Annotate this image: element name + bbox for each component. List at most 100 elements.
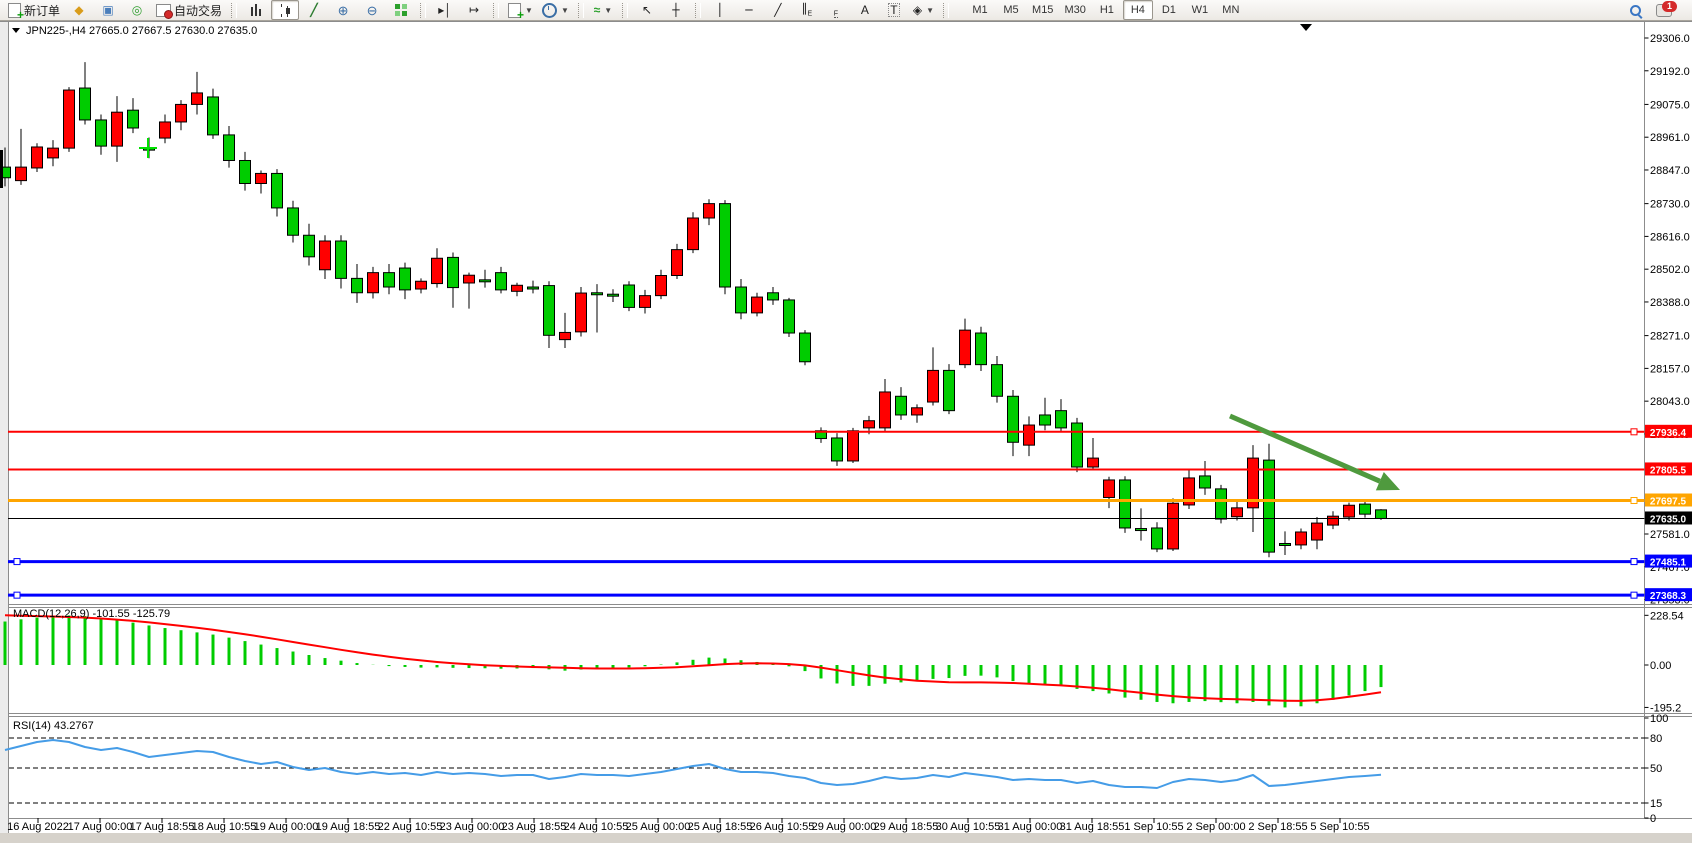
profiles-button[interactable]: ▼ bbox=[538, 0, 573, 20]
price-label-box bbox=[1645, 462, 1692, 476]
timeframe-h1-button[interactable]: H1 bbox=[1099, 4, 1114, 16]
line-handle[interactable] bbox=[13, 591, 21, 599]
bar-chart-button[interactable] bbox=[242, 0, 270, 20]
toolbar-grip[interactable] bbox=[577, 2, 584, 18]
price-label-text: 27805.5 bbox=[1650, 465, 1687, 476]
candle-body bbox=[1039, 414, 1051, 426]
line-chart-icon: ╱ bbox=[310, 3, 318, 17]
cursor-button[interactable]: ↖ bbox=[633, 0, 661, 20]
line-handle[interactable] bbox=[1630, 497, 1638, 505]
new-chart-button[interactable]: ▼ bbox=[504, 0, 537, 22]
candle-body bbox=[799, 332, 811, 363]
time-tick-label: 31 Aug 00:00 bbox=[998, 821, 1063, 833]
search-icon bbox=[1629, 4, 1641, 16]
price-tick-label: 28502.0 bbox=[1650, 264, 1690, 276]
bar-chart-icon bbox=[250, 4, 263, 16]
price-label-text: 27368.3 bbox=[1650, 591, 1687, 602]
candle-body bbox=[0, 166, 11, 179]
toolbar-grip[interactable] bbox=[621, 2, 628, 18]
market-watch-icon: ◆ bbox=[74, 3, 84, 17]
candle-body bbox=[383, 272, 395, 288]
candle-body bbox=[79, 87, 91, 121]
text-label-icon: T bbox=[888, 3, 900, 17]
chart-shift-marker-icon[interactable] bbox=[1300, 24, 1312, 31]
macd-label: MACD(12,26,9) -101.55 -125.79 bbox=[13, 608, 170, 620]
candle-body bbox=[399, 267, 411, 291]
auto-scroll-button[interactable]: ▸│ bbox=[431, 0, 459, 20]
candle-body bbox=[927, 369, 939, 403]
navigator-icon: ◎ bbox=[131, 3, 143, 17]
tile-windows-button[interactable] bbox=[387, 0, 415, 20]
timeframe-m5-button[interactable]: M5 bbox=[1003, 4, 1019, 16]
candle-body bbox=[239, 159, 251, 184]
price-tick-label: 28043.0 bbox=[1650, 396, 1690, 408]
time-tick-label: 30 Aug 10:55 bbox=[936, 821, 1001, 833]
bottom-strip bbox=[0, 833, 1692, 843]
candle-body bbox=[1151, 527, 1163, 550]
timeframe-d1-button[interactable]: D1 bbox=[1161, 4, 1176, 16]
trend-arrow[interactable] bbox=[1229, 413, 1381, 484]
candle-body bbox=[335, 240, 347, 279]
trendline-button[interactable]: ╱ bbox=[764, 0, 792, 20]
horizontal-line-button[interactable]: ─ bbox=[735, 0, 763, 20]
time-tick-label: 19 Aug 18:55 bbox=[316, 821, 381, 833]
price-label-box bbox=[1645, 424, 1692, 438]
toolbar-grip[interactable] bbox=[943, 2, 950, 18]
line-handle[interactable] bbox=[1630, 591, 1638, 599]
text-button[interactable]: A bbox=[851, 0, 879, 20]
line-handle[interactable] bbox=[1630, 558, 1638, 566]
price-tick-label: 29192.0 bbox=[1650, 66, 1690, 78]
navigator-button[interactable]: ◎ bbox=[123, 0, 151, 20]
zoom-out-button[interactable]: ⊖ bbox=[358, 0, 386, 20]
vertical-line-icon: │ bbox=[716, 3, 724, 17]
equidistant-channel-icon: ∥E bbox=[801, 1, 813, 18]
timeframe-h4-button[interactable]: H4 bbox=[1122, 0, 1153, 20]
fibonacci-button[interactable]: F bbox=[822, 0, 850, 20]
price-tick-label: 28271.0 bbox=[1650, 331, 1690, 343]
new-order-button[interactable]: 新订单 bbox=[4, 0, 64, 22]
toolbar-grip[interactable] bbox=[493, 2, 500, 18]
equidistant-channel-button[interactable]: ∥E bbox=[793, 0, 821, 20]
candle-body bbox=[815, 430, 827, 440]
candle-body bbox=[271, 172, 283, 209]
trend-arrow-head[interactable] bbox=[1375, 472, 1400, 491]
arrows-button[interactable]: ◈ ▼ bbox=[909, 0, 938, 20]
candle-body bbox=[1135, 528, 1147, 532]
candle-body bbox=[127, 109, 139, 129]
notifications-button[interactable]: 1 bbox=[1650, 0, 1678, 20]
chevron-down-icon: ▼ bbox=[525, 5, 533, 15]
timeframe-w1-button[interactable]: W1 bbox=[1191, 4, 1209, 16]
candle-body bbox=[511, 284, 523, 292]
text-label-button[interactable]: T bbox=[880, 0, 908, 20]
market-watch-button[interactable]: ◆ bbox=[65, 0, 93, 20]
timeframe-mn-button[interactable]: MN bbox=[1222, 4, 1240, 16]
candle-body bbox=[255, 172, 267, 184]
candle-body bbox=[1311, 522, 1323, 541]
chart-shift-button[interactable]: ↦ bbox=[460, 0, 488, 20]
timeframe-m1-button[interactable]: M1 bbox=[972, 4, 988, 16]
chart-dropdown-icon[interactable] bbox=[12, 28, 20, 33]
data-window-button[interactable]: ▣ bbox=[94, 0, 122, 20]
timeframe-m30-button[interactable]: M30 bbox=[1064, 4, 1086, 16]
time-tick-label: 17 Aug 00:00 bbox=[68, 821, 133, 833]
candle-body bbox=[831, 437, 843, 462]
toolbar-grip[interactable] bbox=[231, 2, 238, 18]
zoom-in-button[interactable]: ⊕ bbox=[329, 0, 357, 20]
indicators-button[interactable]: ≈ ▼ bbox=[589, 0, 617, 20]
timeframe-m15-button[interactable]: M15 bbox=[1032, 4, 1054, 16]
auto-trading-button[interactable]: 自动交易 bbox=[152, 0, 226, 20]
line-chart-button[interactable]: ╱ bbox=[300, 0, 328, 20]
candlestick-chart-button[interactable] bbox=[271, 0, 300, 20]
price-tick-label: 28847.0 bbox=[1650, 165, 1690, 177]
candle-body bbox=[559, 331, 571, 341]
time-tick-label: 26 Aug 10:55 bbox=[750, 821, 815, 833]
cursor-icon: ↖ bbox=[641, 3, 652, 17]
toolbar-grip[interactable] bbox=[694, 2, 701, 18]
line-handle[interactable] bbox=[1630, 428, 1638, 436]
macd-axis-label: 228.54 bbox=[1650, 610, 1684, 622]
search-button[interactable] bbox=[1621, 0, 1649, 20]
vertical-line-button[interactable]: │ bbox=[706, 0, 734, 20]
crosshair-button[interactable]: ┼ bbox=[662, 0, 690, 20]
toolbar-grip[interactable] bbox=[420, 2, 427, 18]
line-handle[interactable] bbox=[13, 558, 21, 566]
